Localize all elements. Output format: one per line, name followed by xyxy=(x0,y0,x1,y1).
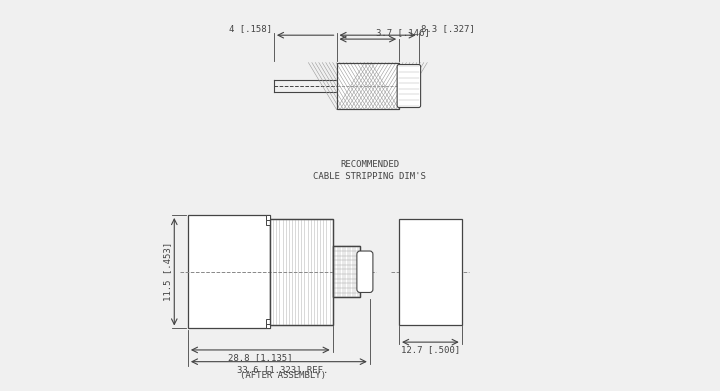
Text: 12.7 [.500]: 12.7 [.500] xyxy=(401,345,460,354)
Bar xyxy=(333,246,360,297)
Bar xyxy=(333,246,360,297)
Text: 11.5 [.453]: 11.5 [.453] xyxy=(163,242,172,301)
Text: 4 [.158]: 4 [.158] xyxy=(229,24,272,33)
Bar xyxy=(336,63,399,109)
FancyBboxPatch shape xyxy=(397,65,420,108)
Bar xyxy=(266,215,271,225)
Bar xyxy=(336,63,399,109)
Text: RECOMMENDED
CABLE STRIPPING DIM'S: RECOMMENDED CABLE STRIPPING DIM'S xyxy=(313,160,426,181)
Bar xyxy=(333,246,360,297)
Text: 28.8 [1.135]: 28.8 [1.135] xyxy=(228,353,292,362)
Bar xyxy=(266,215,271,220)
Bar xyxy=(270,219,333,325)
Bar xyxy=(188,215,270,328)
Bar xyxy=(266,324,271,328)
Text: 8.3 [.327]: 8.3 [.327] xyxy=(420,24,474,33)
FancyBboxPatch shape xyxy=(357,251,373,292)
Text: (AFTER ASSEMBLY): (AFTER ASSEMBLY) xyxy=(240,371,325,380)
Bar xyxy=(270,219,333,325)
Text: 3.7 [.146]: 3.7 [.146] xyxy=(376,28,429,37)
Bar xyxy=(399,219,462,325)
Bar xyxy=(266,319,271,328)
Text: 33.6 [1.323] REF.: 33.6 [1.323] REF. xyxy=(237,365,328,374)
